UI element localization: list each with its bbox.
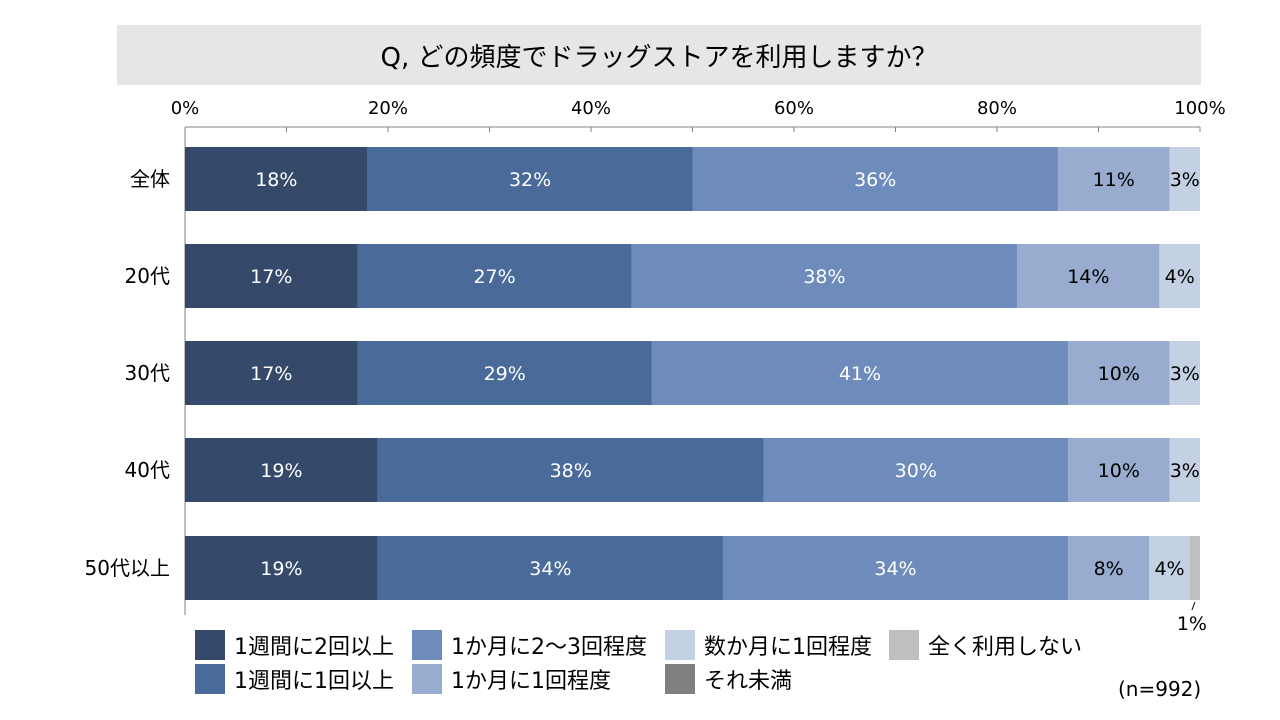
data-label: 18% — [255, 169, 297, 191]
chart-title: Q, どの頻度でドラッグストアを利用しますか？ — [117, 25, 1201, 85]
bar-segment — [1017, 244, 1160, 308]
bar-segment — [1169, 147, 1200, 211]
data-label: 29% — [484, 363, 526, 385]
sample-size-note: (n=992) — [1118, 677, 1202, 701]
data-label: 4% — [1165, 266, 1195, 288]
data-label: 10% — [1098, 363, 1140, 385]
data-label: 19% — [260, 460, 302, 482]
data-label: 11% — [1093, 169, 1135, 191]
bar-segment — [185, 341, 358, 405]
bar-segment — [185, 244, 358, 308]
data-label: 41% — [839, 363, 881, 385]
bar-segment — [1057, 147, 1170, 211]
bar-segment — [631, 244, 1018, 308]
data-label: 38% — [803, 266, 845, 288]
x-tick-label: 60% — [774, 98, 814, 119]
data-label: 36% — [854, 169, 896, 191]
bar-segment — [1169, 341, 1200, 405]
category-label: 40代 — [125, 458, 170, 482]
x-tick-label: 40% — [571, 98, 611, 119]
data-label: 14% — [1067, 266, 1109, 288]
data-label: 1% — [1177, 613, 1207, 635]
bar-segment — [377, 438, 764, 502]
category-label: 30代 — [125, 361, 170, 385]
data-label: 10% — [1098, 460, 1140, 482]
data-label: 27% — [473, 266, 515, 288]
bar-segment — [357, 341, 652, 405]
bar-segment — [722, 536, 1069, 600]
x-tick-label: 0% — [171, 98, 200, 119]
chart-title-text: Q, どの頻度でドラッグストアを利用しますか？ — [380, 42, 938, 73]
bar-segment — [185, 536, 378, 600]
x-tick-label: 100% — [1174, 98, 1225, 119]
bar-segment — [1149, 536, 1190, 600]
category-label: 20代 — [125, 264, 170, 288]
data-label-leader — [1191, 601, 1196, 611]
category-label: 50代以上 — [85, 556, 170, 580]
category-label: 全体 — [130, 167, 170, 191]
data-label: 19% — [260, 558, 302, 580]
bar-segment — [377, 536, 723, 600]
data-label: 17% — [250, 266, 292, 288]
bar-segment — [1068, 438, 1170, 502]
bar-segment — [651, 341, 1069, 405]
bar-segment — [185, 147, 368, 211]
data-label: 34% — [874, 558, 916, 580]
bar-segment — [367, 147, 693, 211]
data-label: 17% — [250, 363, 292, 385]
data-label: 3% — [1170, 169, 1200, 191]
data-label: 32% — [509, 169, 551, 191]
bar-segment — [1068, 341, 1170, 405]
x-tick-label: 80% — [977, 98, 1017, 119]
bar-segment — [1189, 536, 1200, 600]
x-tick-label: 20% — [368, 98, 408, 119]
bar-segment — [763, 438, 1069, 502]
bar-segment — [357, 244, 632, 308]
data-label: 30% — [895, 460, 937, 482]
data-label: 4% — [1154, 558, 1184, 580]
data-label: 3% — [1170, 460, 1200, 482]
data-label: 38% — [550, 460, 592, 482]
bar-segment — [185, 438, 378, 502]
bar-segment — [1068, 536, 1150, 600]
data-label: 34% — [529, 558, 571, 580]
bar-segment — [1169, 438, 1200, 502]
bar-segment — [692, 147, 1058, 211]
data-label: 3% — [1170, 363, 1200, 385]
data-label: 8% — [1094, 558, 1124, 580]
bar-segment — [1159, 244, 1200, 308]
